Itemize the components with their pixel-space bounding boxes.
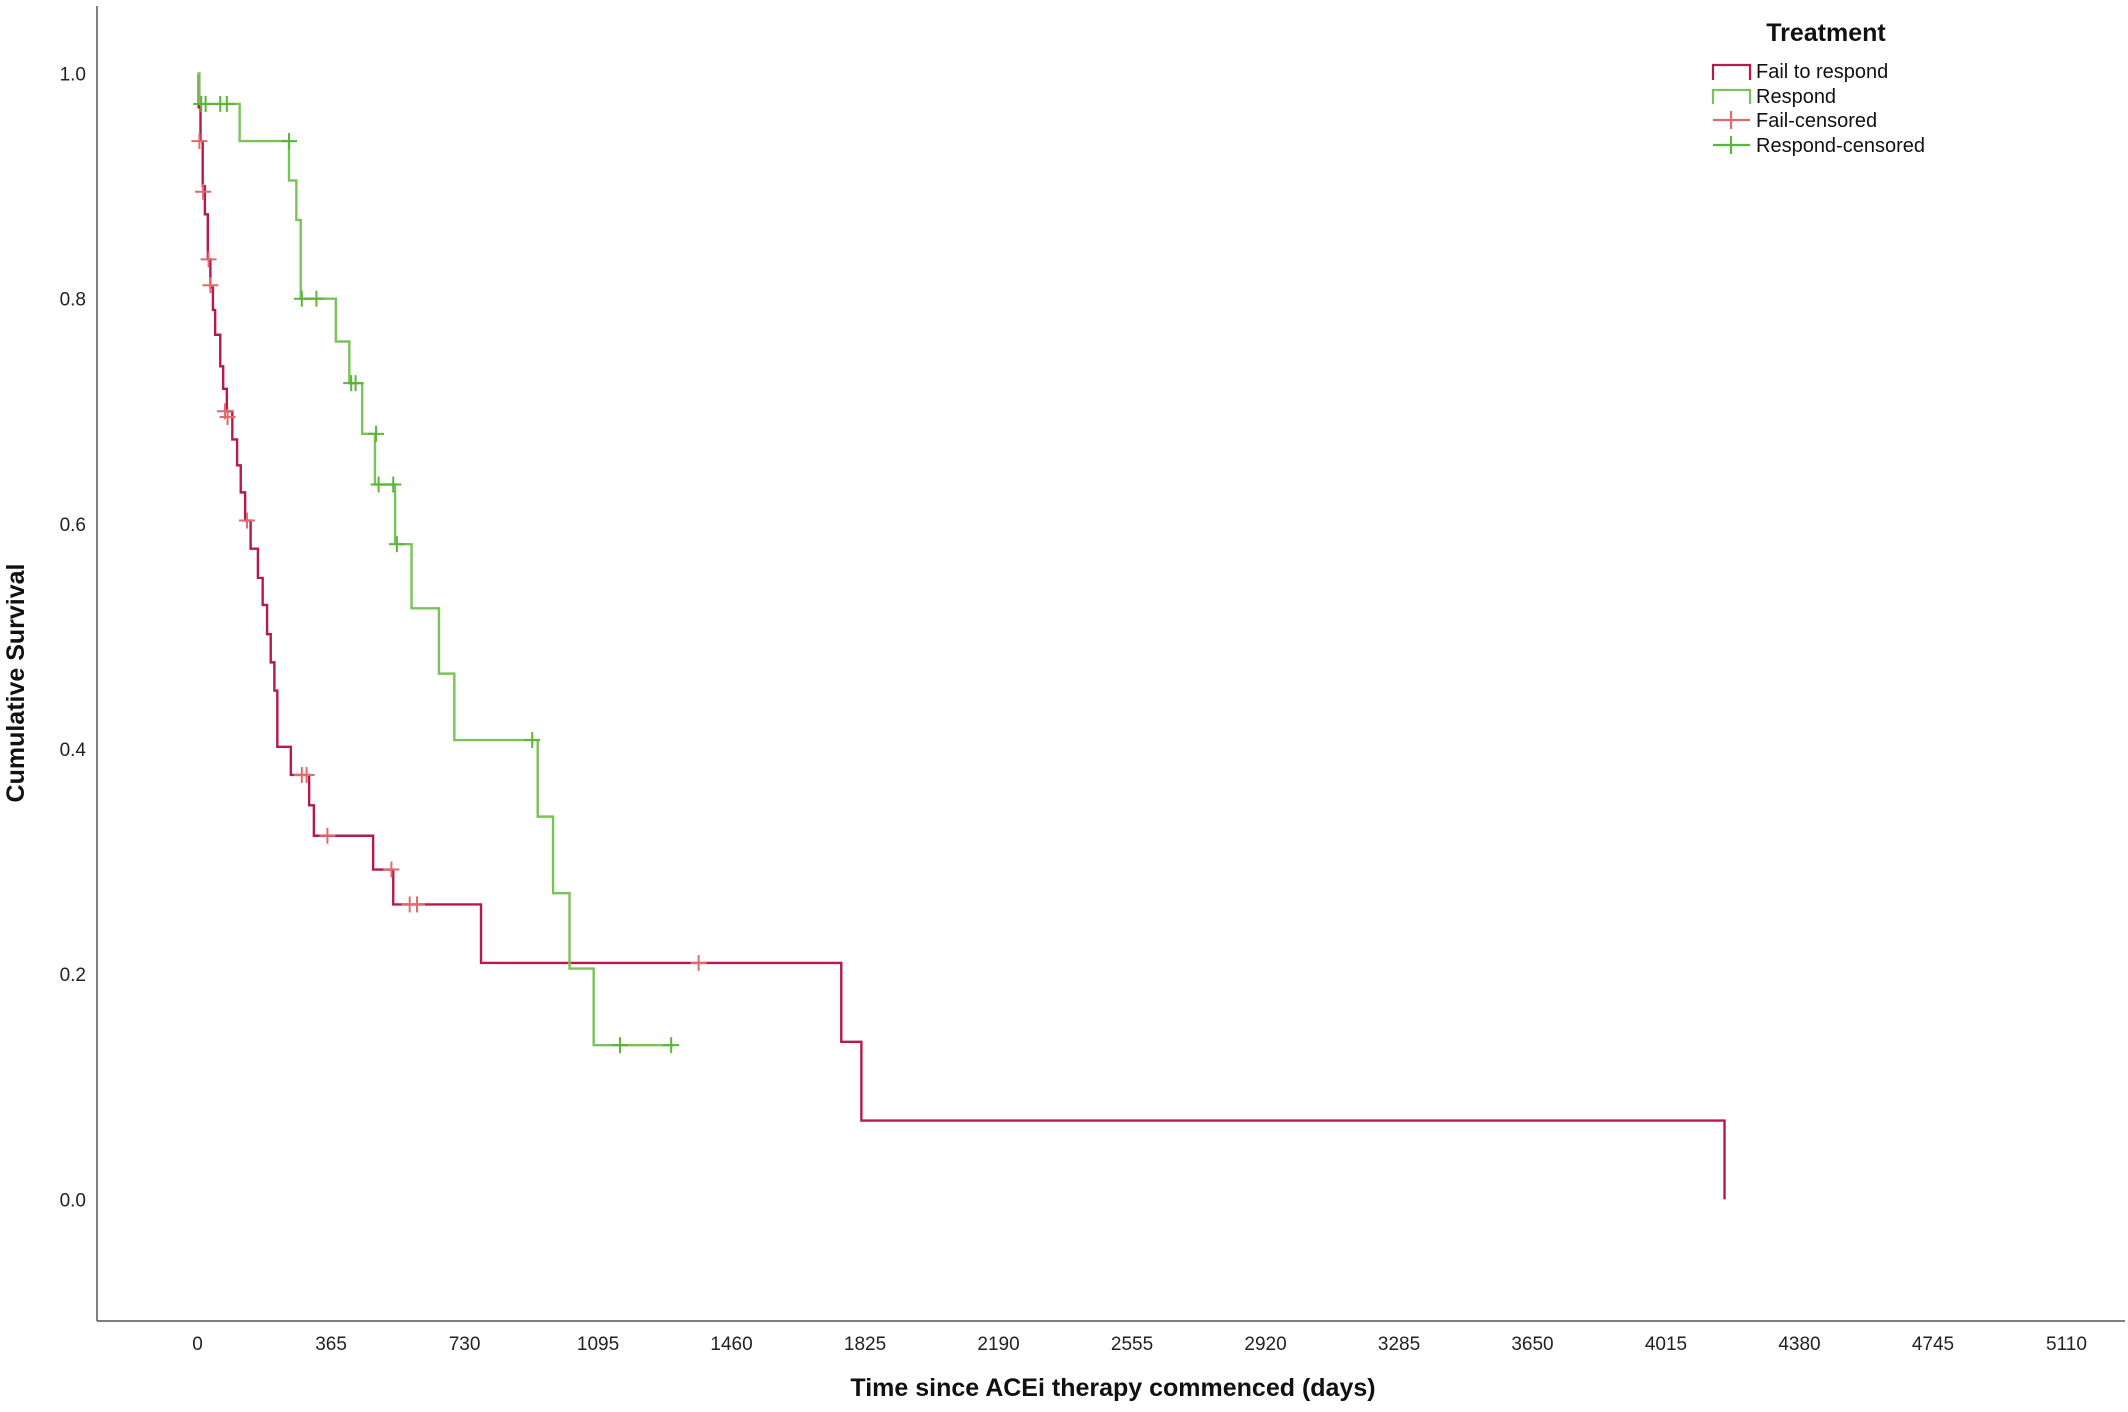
y-tick-label: 1.0 (60, 65, 86, 86)
censored-mark-fail-to-respond (319, 827, 336, 844)
y-tick-label: 0.0 (60, 1190, 86, 1211)
legend-label-respond: Respond (1756, 86, 1836, 108)
censored-mark-respond (524, 732, 541, 749)
censored-mark-fail-to-respond (383, 861, 400, 878)
legend-swatch-respond (1711, 88, 1752, 104)
censored-marks-fail-to-respond (191, 133, 707, 971)
series-layer (191, 72, 1726, 1200)
x-tick-label: 0 (192, 1334, 203, 1355)
y-tick-label: 0.6 (60, 515, 86, 536)
x-tick-label: 4745 (1912, 1334, 1954, 1355)
x-tick-label: 2190 (977, 1334, 1019, 1355)
x-tick-label: 5110 (2046, 1334, 2087, 1355)
legend-swatch-fail-to-respond (1711, 63, 1752, 80)
x-tick-label: 2555 (1111, 1334, 1153, 1355)
censored-mark-respond (385, 476, 402, 493)
censored-mark-fail-to-respond (202, 277, 219, 294)
censored-mark-fail-to-respond (219, 408, 236, 425)
legend-title: Treatment (1766, 19, 1886, 47)
x-tick-label: 4015 (1645, 1334, 1687, 1355)
censored-mark-respond (612, 1037, 629, 1054)
x-axis-ticks: 0 365 730 1095 1460 1825 2190 2555 2920 3285 3650 4… (192, 1334, 2087, 1355)
x-axis-title: Time since ACEi therapy commenced (days) (850, 1374, 1375, 1402)
x-tick-label: 2920 (1244, 1334, 1286, 1355)
y-tick-label: 0.8 (60, 290, 86, 311)
legend-label-respond-censored: Respond-censored (1756, 135, 1925, 157)
x-tick-label: 1095 (577, 1334, 619, 1355)
y-axis-title: Cumulative Survival (2, 564, 30, 803)
censored-mark-respond (281, 133, 298, 150)
censored-mark-respond (293, 290, 310, 307)
censored-mark-respond (308, 290, 325, 307)
y-tick-label: 0.2 (60, 965, 86, 986)
censored-mark-respond (347, 375, 364, 392)
x-tick-label: 3285 (1378, 1334, 1420, 1355)
censored-mark-fail-to-respond (409, 896, 426, 913)
censored-mark-fail-to-respond (690, 954, 707, 971)
y-axis-ticks: 0.0 0.2 0.4 0.6 0.8 1.0 (60, 65, 87, 1212)
x-tick-label: 730 (449, 1334, 481, 1355)
x-tick-label: 365 (315, 1334, 347, 1355)
censored-mark-respond (197, 95, 214, 112)
censored-mark-fail-to-respond (191, 133, 208, 150)
legend: Treatment Fail to respond Respond Fail-c… (1711, 19, 1925, 157)
plot-area: 0.0 0.2 0.4 0.6 0.8 1.0 0 365 730 1095 1460 1825 21… (60, 6, 2125, 1355)
y-tick-label: 0.4 (60, 740, 87, 761)
censored-mark-fail-to-respond (195, 183, 212, 200)
censored-mark-respond (663, 1037, 680, 1054)
censored-mark-respond (388, 536, 405, 553)
censored-mark-fail-to-respond (298, 766, 315, 783)
x-tick-label: 3650 (1511, 1334, 1553, 1355)
legend-label-fail-censored: Fail-censored (1756, 110, 1877, 132)
series-line-respond (197, 72, 674, 1047)
censored-mark-fail-to-respond (238, 512, 255, 529)
x-tick-label: 1460 (710, 1334, 752, 1355)
censored-mark-respond (218, 95, 235, 112)
censored-mark-respond (368, 425, 385, 442)
x-tick-label: 1825 (844, 1334, 886, 1355)
x-tick-label: 4380 (1778, 1334, 1820, 1355)
censored-mark-fail-to-respond (200, 251, 217, 268)
censored-marks-respond (193, 95, 680, 1054)
censored-mark-respond (370, 476, 387, 493)
legend-label-fail-to-respond: Fail to respond (1756, 61, 1888, 83)
